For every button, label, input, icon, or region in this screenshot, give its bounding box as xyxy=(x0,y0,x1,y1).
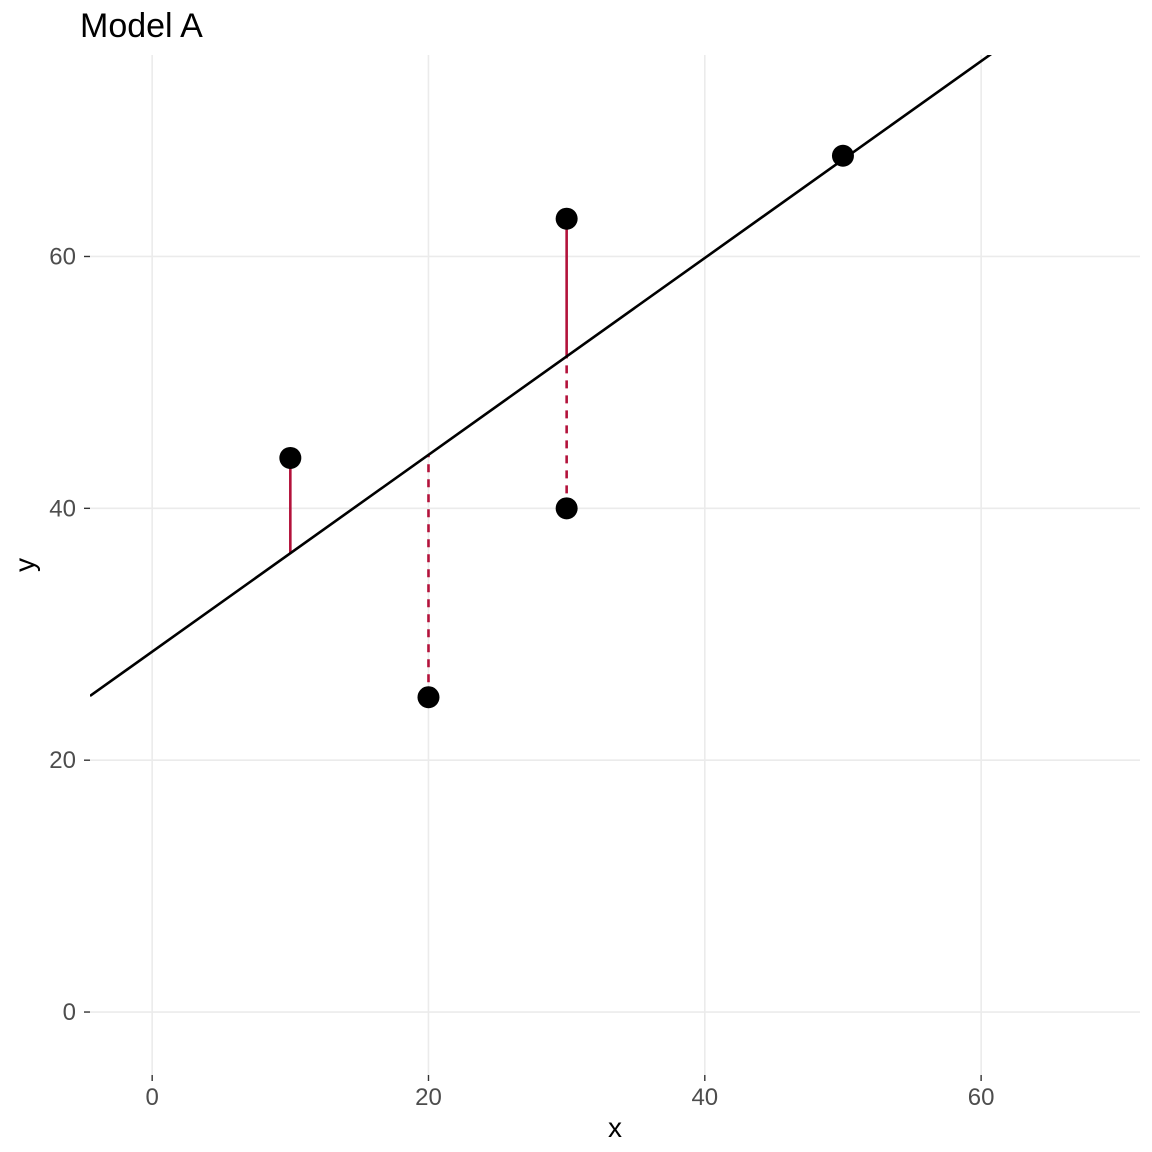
data-point xyxy=(556,208,578,230)
x-axis-label: x xyxy=(608,1112,622,1143)
residual-scatter-chart: 0 20 40 60 0 20 40 60 Model A x y xyxy=(0,0,1152,1152)
y-axis-ticks: 0 20 40 60 xyxy=(49,243,90,1026)
data-point xyxy=(279,447,301,469)
x-axis-ticks: 0 20 40 60 xyxy=(145,1075,994,1111)
y-axis-label: y xyxy=(9,558,40,572)
x-tick-label: 20 xyxy=(415,1084,442,1111)
chart-container: 0 20 40 60 0 20 40 60 Model A x y xyxy=(0,0,1152,1152)
y-tick-label: 60 xyxy=(49,243,76,270)
y-tick-label: 40 xyxy=(49,495,76,522)
x-tick-label: 40 xyxy=(691,1084,718,1111)
x-tick-label: 0 xyxy=(145,1084,158,1111)
chart-title: Model A xyxy=(80,7,203,45)
y-tick-label: 20 xyxy=(49,747,76,774)
y-tick-label: 0 xyxy=(63,999,76,1026)
data-point xyxy=(832,145,854,167)
plot-panel-background xyxy=(90,55,1140,1075)
data-point xyxy=(417,686,439,708)
data-point xyxy=(556,497,578,519)
x-tick-label: 60 xyxy=(968,1084,995,1111)
